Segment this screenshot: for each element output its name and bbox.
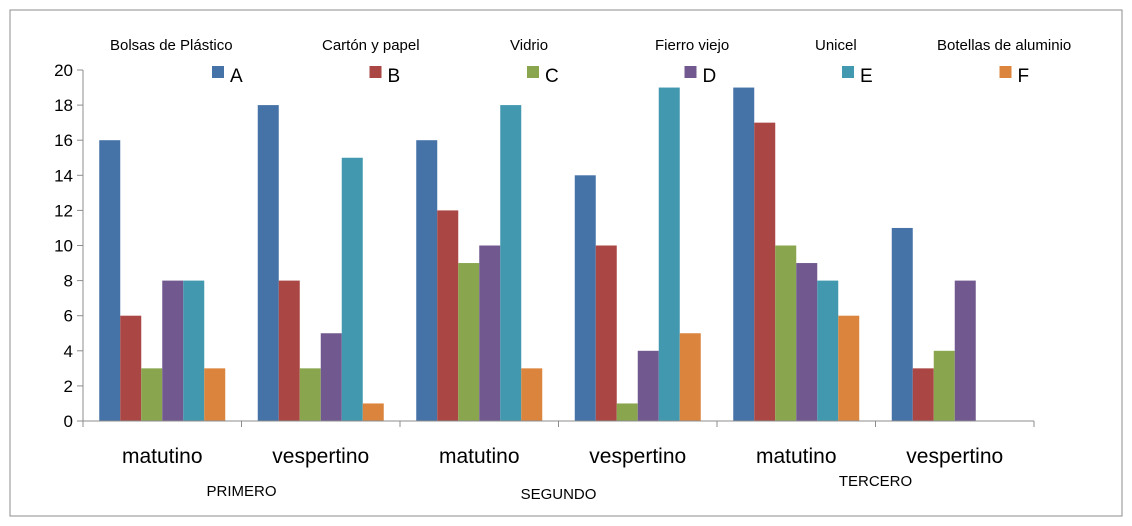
bar-F [204, 368, 226, 421]
bar-E [183, 280, 205, 421]
legend: A B C D E F [212, 66, 1029, 87]
material-label: Vidrio [510, 37, 548, 54]
bar-E [500, 105, 522, 421]
x-tick-label: vespertino [906, 445, 1003, 468]
bar-B [754, 122, 776, 422]
bar-C [775, 245, 797, 421]
x-tick-label: matutino [756, 445, 837, 468]
bar-A [891, 227, 913, 421]
group-label: SEGUNDO [521, 486, 597, 503]
bar-A [99, 140, 121, 421]
bar-A [574, 175, 596, 421]
bar-E [341, 157, 363, 421]
bar-A [257, 105, 279, 421]
bar-C [458, 263, 480, 421]
x-axis: matutino vespertino matutino vespertino matu… [82, 420, 1035, 503]
y-tick-label: 8 [64, 272, 73, 291]
legend-label-D: D [703, 66, 717, 87]
legend-label-F: F [1018, 66, 1030, 87]
y-tick-label: 4 [64, 342, 73, 361]
bar-C [299, 368, 321, 421]
y-tick-label: 20 [54, 61, 73, 80]
y-tick-label: 18 [54, 96, 73, 115]
bar-C [933, 350, 955, 421]
y-tick-label: 14 [54, 166, 73, 185]
material-label: Bolsas de Plástico [110, 37, 233, 54]
bars [99, 87, 976, 422]
legend-swatch-E [842, 66, 854, 78]
material-label: Unicel [815, 37, 857, 54]
bar-F [679, 333, 701, 421]
y-axis: 0 2 4 6 8 10 12 14 16 18 20 [54, 61, 84, 431]
bar-D [162, 280, 184, 421]
y-tick-label: 0 [64, 412, 73, 431]
bar-B [120, 315, 142, 421]
legend-swatch-D [684, 66, 697, 78]
bar-F [521, 368, 543, 421]
legend-label-A: A [230, 66, 243, 87]
legend-swatch-B [369, 66, 382, 78]
bar-E [658, 87, 680, 422]
bar-B [595, 245, 617, 421]
y-tick-label: 6 [64, 307, 73, 326]
bar-A [416, 140, 438, 421]
bar-B [437, 210, 459, 421]
material-label: Botellas de aluminio [937, 37, 1071, 54]
y-tick-label: 12 [54, 201, 73, 220]
x-tick-label: vespertino [589, 445, 686, 468]
material-label: Cartón y papel [322, 37, 420, 54]
bar-C [141, 368, 163, 421]
group-label: PRIMERO [206, 483, 276, 500]
material-label: Fierro viejo [655, 37, 729, 54]
legend-swatch-A [212, 66, 224, 78]
bar-F [838, 315, 860, 421]
x-tick-label: matutino [439, 445, 520, 468]
y-tick-label: 16 [54, 131, 73, 150]
legend-swatch-F [999, 66, 1012, 78]
bar-D [320, 333, 342, 421]
bar-A [733, 87, 755, 422]
group-label: TERCERO [839, 473, 912, 490]
y-tick-label: 2 [64, 377, 73, 396]
bar-B [912, 368, 934, 421]
bar-D [479, 245, 501, 421]
legend-swatch-C [527, 66, 539, 78]
bar-D [796, 263, 818, 421]
chart-border [9, 9, 1123, 517]
bar-D [637, 350, 659, 421]
bar-F [362, 403, 384, 421]
x-tick-label: vespertino [272, 445, 369, 468]
legend-label-E: E [860, 66, 873, 87]
x-tick-label: matutino [122, 445, 203, 468]
material-labels: Bolsas de Plástico Cartón y papel Vidrio Fi… [110, 37, 1071, 54]
legend-label-C: C [545, 66, 559, 87]
bar-D [954, 280, 976, 421]
bar-C [616, 403, 638, 421]
y-tick-label: 10 [54, 237, 73, 256]
legend-label-B: B [388, 66, 401, 87]
bar-B [278, 280, 300, 421]
bar-E [817, 280, 839, 421]
